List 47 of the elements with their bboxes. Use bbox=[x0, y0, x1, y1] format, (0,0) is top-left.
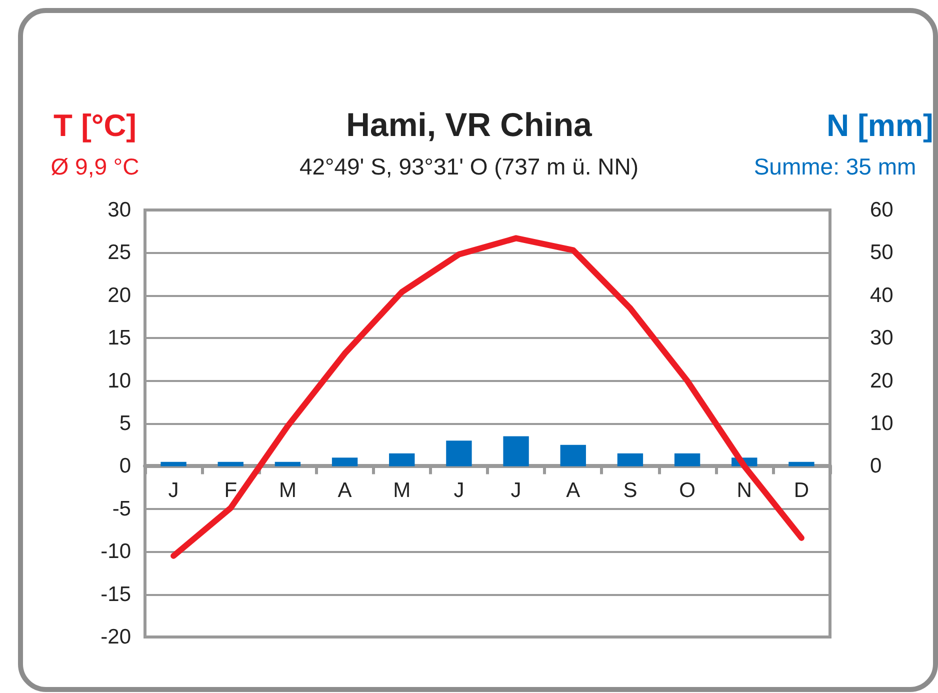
bar bbox=[503, 436, 529, 466]
y2-tick-label: 50 bbox=[870, 241, 894, 264]
x-tick-label: J bbox=[454, 479, 464, 502]
chart-subtitle: 42°49' S, 93°31' O (737 m ü. NN) bbox=[299, 154, 639, 180]
bar bbox=[160, 462, 186, 466]
y-tick-label: -15 bbox=[100, 582, 131, 606]
bar bbox=[674, 453, 700, 466]
x-tick-label: J bbox=[510, 479, 522, 502]
x-tick-label: F bbox=[224, 479, 238, 502]
y-tick-label: 0 bbox=[119, 454, 131, 478]
bar bbox=[389, 453, 415, 466]
y-tick-label: -20 bbox=[100, 626, 131, 648]
y2-tick-label: 30 bbox=[870, 326, 894, 350]
y-tick-label: -10 bbox=[100, 540, 131, 564]
y-tick-label: 25 bbox=[108, 241, 131, 264]
x-tick-label: A bbox=[566, 479, 580, 502]
y-tick-label: 30 bbox=[108, 198, 131, 222]
text: Ø 9,9 °C bbox=[50, 154, 140, 180]
x-tick-label: A bbox=[338, 479, 352, 502]
y-tick-label: 15 bbox=[108, 326, 131, 350]
x-tick-label: M bbox=[393, 479, 411, 502]
bar bbox=[446, 440, 472, 466]
x-tick-label: N bbox=[736, 479, 752, 502]
bar bbox=[617, 453, 644, 466]
x-tick-label: S bbox=[623, 479, 638, 502]
x-tick-label: J bbox=[168, 479, 179, 502]
y-axis-title: T [°C] bbox=[54, 108, 136, 143]
text: Summe: 35 mm bbox=[754, 154, 916, 180]
y2-tick-label: 0 bbox=[870, 454, 882, 478]
x-tick-label: O bbox=[679, 479, 696, 502]
x-tick-label: D bbox=[794, 479, 810, 502]
chart-title: Hami, VR China bbox=[346, 106, 593, 143]
y-tick-label: 5 bbox=[119, 412, 131, 435]
bar bbox=[218, 462, 244, 466]
y2-tick-label: 60 bbox=[870, 198, 894, 222]
y-tick-label: 20 bbox=[108, 284, 131, 307]
y2-tick-label: 40 bbox=[870, 284, 894, 307]
bar bbox=[274, 462, 301, 466]
bar bbox=[332, 458, 358, 466]
y-tick-label: 10 bbox=[108, 369, 131, 392]
y2-tick-label: 10 bbox=[870, 412, 894, 435]
x-tick-label: M bbox=[278, 479, 296, 502]
y2-axis-title: N [mm] bbox=[826, 108, 934, 143]
y-tick-label: -5 bbox=[112, 497, 131, 520]
y2-tick-label: 20 bbox=[870, 369, 894, 392]
bar bbox=[788, 462, 814, 466]
bar bbox=[560, 444, 586, 466]
